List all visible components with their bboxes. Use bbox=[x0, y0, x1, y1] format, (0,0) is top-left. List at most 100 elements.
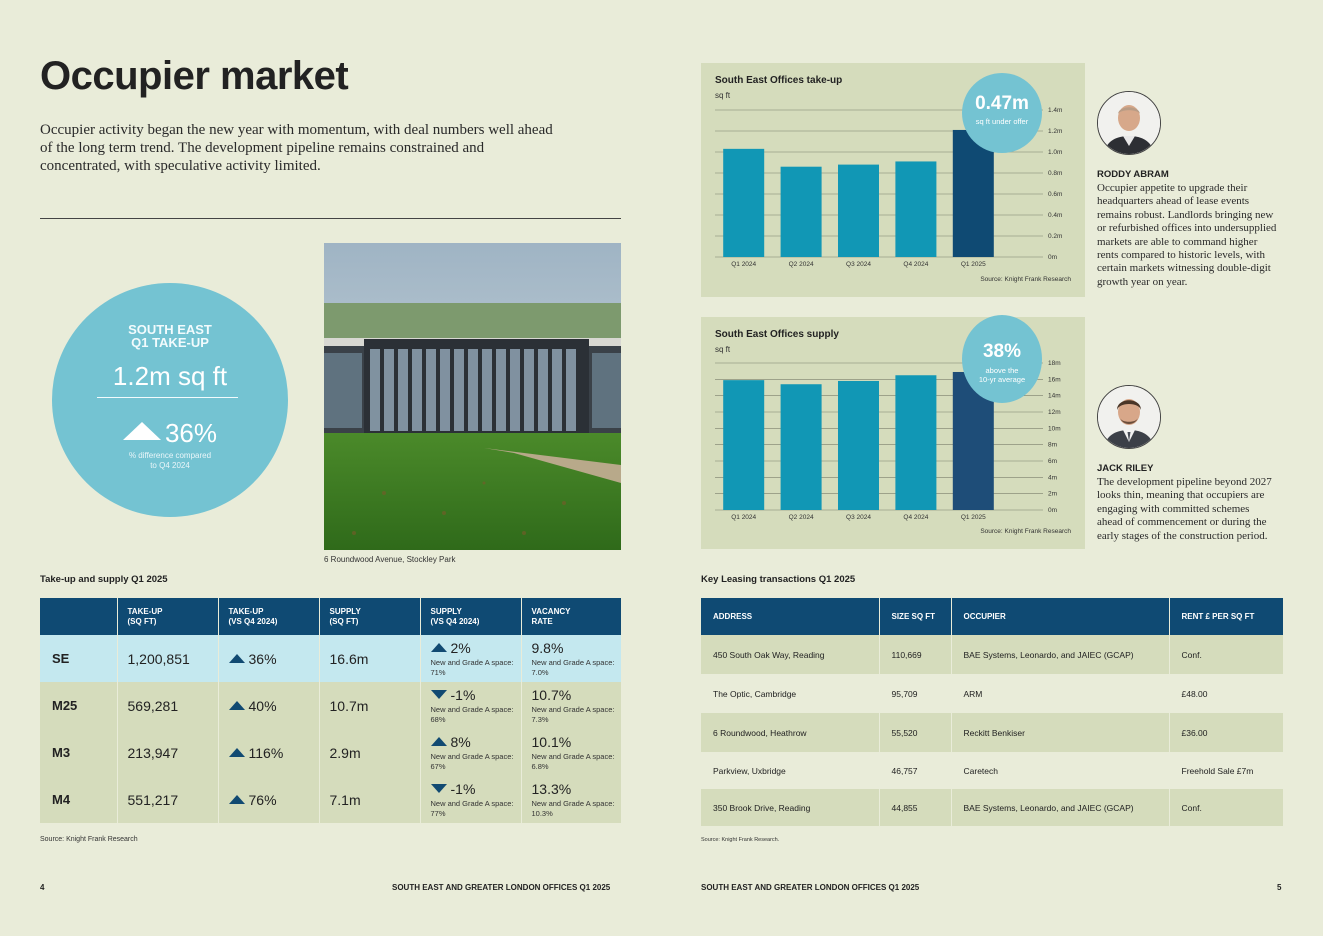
under-offer-bubble: 0.47m sq ft under offer bbox=[962, 73, 1042, 153]
y-tick-label: 1.4m bbox=[1048, 107, 1062, 114]
address-cell: Parkview, Uxbridge bbox=[701, 752, 880, 789]
circle-note: % difference compared to Q4 2024 bbox=[52, 451, 288, 471]
y-tick-label: 6m bbox=[1048, 458, 1057, 465]
address-cell: 450 South Oak Way, Reading bbox=[701, 635, 880, 674]
leasing-source: Source: Knight Frank Research. bbox=[701, 837, 780, 843]
footer-right: SOUTH EAST AND GREATER LONDON OFFICES Q1… bbox=[701, 883, 920, 892]
bubble-value: 0.47m bbox=[975, 93, 1029, 114]
up-arrow-icon bbox=[430, 736, 447, 746]
x-tick-label: Q3 2024 bbox=[846, 261, 871, 268]
x-tick-label: Q1 2025 bbox=[961, 514, 986, 521]
region-cell: M3 bbox=[40, 729, 118, 776]
table-header: SUPPLY (VS Q4 2024) bbox=[420, 598, 522, 635]
occupier-cell: Caretech bbox=[951, 752, 1170, 789]
takeup-chart-panel: South East Offices take-up sq ft 0m 0.2m 0… bbox=[701, 63, 1085, 297]
rent-cell: £36.00 bbox=[1169, 713, 1283, 752]
circle-value: 1.2m sq ft bbox=[112, 361, 228, 391]
occupier-cell: BAE Systems, Leonardo, and JAIEC (GCAP) bbox=[951, 635, 1170, 674]
page-number-left: 4 bbox=[40, 883, 45, 892]
chart-unit: sq ft bbox=[715, 345, 731, 354]
y-tick-label: 0m bbox=[1048, 507, 1057, 514]
circle-label-line2: Q1 TAKE-UP bbox=[131, 335, 209, 350]
occupier-cell: Reckitt Benkiser bbox=[951, 713, 1170, 752]
bar bbox=[895, 161, 937, 257]
y-tick-label: 2m bbox=[1048, 491, 1057, 498]
x-tick-label: Q2 2024 bbox=[789, 514, 814, 521]
y-tick-label: 0.6m bbox=[1048, 191, 1062, 198]
up-arrow-icon bbox=[228, 794, 245, 804]
table-header-row: ADDRESS SIZE SQ FT OCCUPIER RENT £ PER S… bbox=[701, 598, 1283, 635]
person-jack-riley: JACK RILEY The development pipeline beyo… bbox=[1097, 385, 1277, 543]
supply-chart-panel: South East Offices supply sq ft 0m 2m 4m 6m… bbox=[701, 315, 1085, 549]
size-cell: 110,669 bbox=[879, 635, 952, 674]
bubble-sub: above the 10-yr average bbox=[978, 366, 1026, 384]
table-header: TAKE-UP (SQ FT) bbox=[117, 598, 219, 635]
occupier-cell: ARM bbox=[951, 674, 1170, 713]
page-number-right: 5 bbox=[1277, 883, 1282, 892]
bar bbox=[780, 166, 822, 257]
building-photo bbox=[324, 243, 621, 550]
table-header: SUPPLY (SQ FT) bbox=[319, 598, 421, 635]
average-bubble: 38% above the 10-yr average bbox=[962, 315, 1042, 403]
vacancy-cell: 13.3% New and Grade A space: 10.3% bbox=[521, 776, 621, 823]
table-header: TAKE-UP (VS Q4 2024) bbox=[218, 598, 320, 635]
supply-cell: 10.7m bbox=[319, 682, 421, 729]
bubble-value: 38% bbox=[982, 341, 1022, 362]
y-tick-label: 18m bbox=[1048, 360, 1061, 367]
page-title: Occupier market bbox=[40, 54, 349, 98]
x-tick-label: Q1 2024 bbox=[731, 514, 756, 521]
table-row: 350 Brook Drive, Reading 44,855 BAE Syst… bbox=[701, 789, 1283, 826]
chart-title: South East Offices supply bbox=[715, 329, 839, 340]
bar bbox=[838, 164, 879, 257]
leasing-table-title: Key Leasing transactions Q1 2025 bbox=[701, 574, 856, 585]
y-tick-label: 0m bbox=[1048, 254, 1057, 261]
circle-label: SOUTH EAST Q1 TAKE-UP bbox=[52, 323, 288, 349]
takeup-change-cell: 76% bbox=[218, 776, 320, 823]
chart-source: Source: Knight Frank Research bbox=[980, 528, 1071, 535]
table-row: M3 213,947 116% 2.9m 8% New and Grade A s… bbox=[40, 729, 621, 776]
size-cell: 95,709 bbox=[879, 674, 952, 713]
address-cell: 6 Roundwood, Heathrow bbox=[701, 713, 880, 752]
up-arrow-icon bbox=[228, 653, 245, 663]
rent-cell: Freehold Sale £7m bbox=[1169, 752, 1283, 789]
takeup-change-cell: 116% bbox=[218, 729, 320, 776]
avatar bbox=[1097, 385, 1161, 449]
takeup-cell: 1,200,851 bbox=[117, 635, 219, 682]
table-row: 6 Roundwood, Heathrow 55,520 Reckitt Ben… bbox=[701, 713, 1283, 752]
bar bbox=[895, 375, 937, 510]
takeup-table-title: Take-up and supply Q1 2025 bbox=[40, 574, 168, 585]
supply-change-cell: 8% New and Grade A space: 67% bbox=[420, 729, 522, 776]
bar bbox=[723, 380, 765, 510]
vacancy-cell: 10.7% New and Grade A space: 7.3% bbox=[521, 682, 621, 729]
chart-title: South East Offices take-up bbox=[715, 75, 843, 86]
intro-paragraph: Occupier activity began the new year wit… bbox=[40, 122, 553, 174]
footer-left: SOUTH EAST AND GREATER LONDON OFFICES Q1… bbox=[392, 883, 611, 892]
circle-label-line1: SOUTH EAST bbox=[128, 322, 212, 337]
y-tick-label: 0.8m bbox=[1048, 170, 1062, 177]
address-cell: 350 Brook Drive, Reading bbox=[701, 789, 880, 826]
leasing-table: ADDRESS SIZE SQ FT OCCUPIER RENT £ PER S… bbox=[701, 598, 1283, 826]
person-quote: Occupier appetite to upgrade their headq… bbox=[1097, 182, 1277, 288]
y-tick-label: 0.2m bbox=[1048, 233, 1062, 240]
y-tick-label: 16m bbox=[1048, 376, 1061, 383]
chart-source: Source: Knight Frank Research bbox=[980, 276, 1071, 283]
y-tick-label: 12m bbox=[1048, 409, 1061, 416]
bar bbox=[780, 384, 822, 510]
table-row: Parkview, Uxbridge 46,757 Caretech Freeh… bbox=[701, 752, 1283, 789]
table-header: ADDRESS bbox=[701, 598, 880, 635]
y-tick-label: 1.2m bbox=[1048, 128, 1062, 135]
region-cell: SE bbox=[40, 635, 118, 682]
x-tick-label: Q1 2024 bbox=[731, 261, 756, 268]
size-cell: 44,855 bbox=[879, 789, 952, 826]
down-arrow-icon bbox=[430, 783, 447, 793]
y-tick-label: 8m bbox=[1048, 442, 1057, 449]
supply-change-cell: -1% New and Grade A space: 68% bbox=[420, 682, 522, 729]
rent-cell: Conf. bbox=[1169, 635, 1283, 674]
rent-cell: £48.00 bbox=[1169, 674, 1283, 713]
takeup-cell: 551,217 bbox=[117, 776, 219, 823]
vacancy-cell: 9.8% New and Grade A space: 7.0% bbox=[521, 635, 621, 682]
table-header: SIZE SQ FT bbox=[879, 598, 952, 635]
supply-change-cell: -1% New and Grade A space: 77% bbox=[420, 776, 522, 823]
y-tick-label: 4m bbox=[1048, 474, 1057, 481]
occupier-cell: BAE Systems, Leonardo, and JAIEC (GCAP) bbox=[951, 789, 1170, 826]
